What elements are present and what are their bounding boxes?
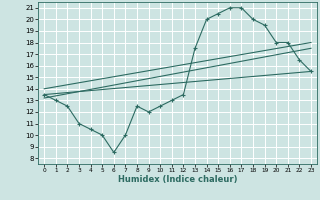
X-axis label: Humidex (Indice chaleur): Humidex (Indice chaleur) — [118, 175, 237, 184]
